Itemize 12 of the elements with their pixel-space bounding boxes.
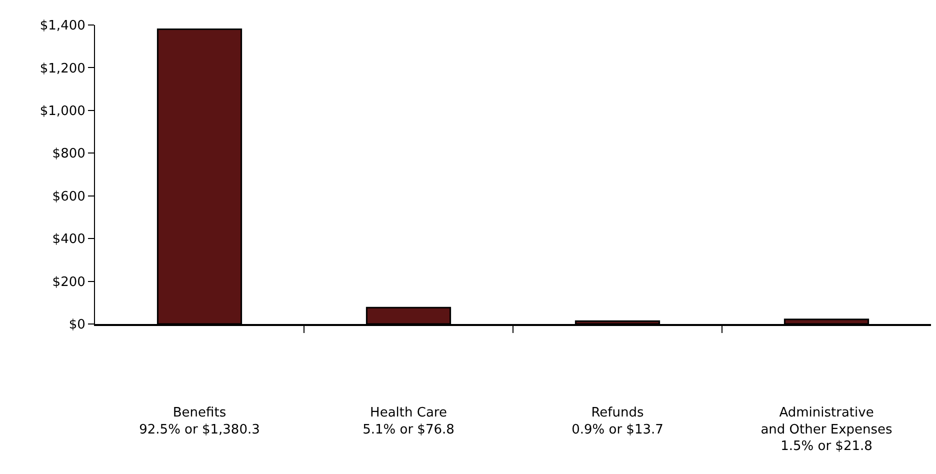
y-tick-label: $1,200 bbox=[40, 61, 86, 76]
y-tick-label: $200 bbox=[52, 274, 86, 290]
y-tick-label: $0 bbox=[68, 318, 86, 333]
x-tick-label: Administrative and Other Expenses 1.5% or $21.8 bbox=[760, 405, 893, 454]
x-tick-label: Benefits 92.5% or $1,380.3 bbox=[139, 405, 260, 438]
y-tick-label: $600 bbox=[52, 189, 86, 204]
y-tick-label: $800 bbox=[52, 146, 86, 162]
y-tick-label: $1,400 bbox=[40, 18, 86, 34]
x-tick-label: Refunds 0.9% or $13.7 bbox=[572, 405, 664, 438]
y-tick-label: $1,000 bbox=[40, 104, 86, 119]
x-tick-label: Health Care 5.1% or $76.8 bbox=[362, 405, 454, 438]
y-tick-label: $400 bbox=[52, 232, 86, 248]
